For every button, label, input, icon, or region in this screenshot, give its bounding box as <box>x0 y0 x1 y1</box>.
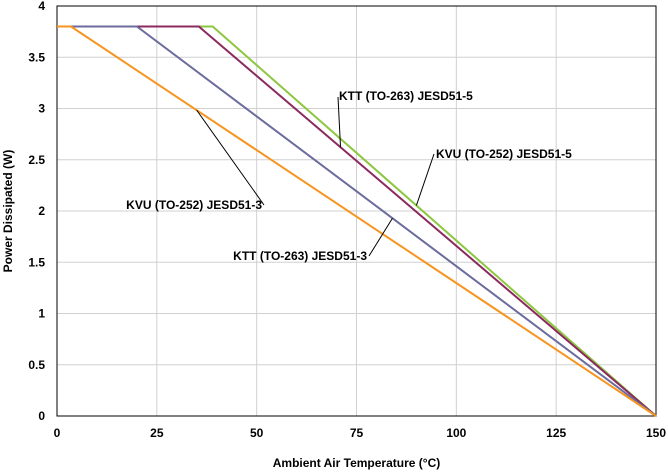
y-tick-label: 2.5 <box>28 153 45 167</box>
y-tick-label: 3 <box>38 102 45 116</box>
x-axis-title: Ambient Air Temperature (°C) <box>273 456 440 470</box>
x-tick-label: 50 <box>250 426 264 440</box>
series-line-ktt-to-263-jesd51-3 <box>57 25 657 417</box>
leader-kvu-jesd51-3 <box>196 109 265 206</box>
annotation-ktt-jesd51-3: KTT (TO-263) JESD51-3 <box>233 249 367 263</box>
x-tick-label: 0 <box>54 426 61 440</box>
x-tick-label: 75 <box>350 426 364 440</box>
y-tick-label: 1 <box>38 307 45 321</box>
y-axis-ticks: 0 0.5 1 1.5 2 2.5 3 3.5 4 <box>28 0 45 423</box>
y-tick-label: 3.5 <box>28 50 45 64</box>
x-tick-label: 125 <box>546 426 566 440</box>
annotation-ktt-jesd51-5: KTT (TO-263) JESD51-5 <box>339 89 473 103</box>
leader-kvu-jesd51-5 <box>415 153 435 206</box>
y-tick-label: 2 <box>38 204 45 218</box>
annotation-kvu-jesd51-3: KVU (TO-252) JESD51-3 <box>126 198 262 212</box>
y-axis-title: Power Dissipated (W) <box>1 150 15 273</box>
annotations: KTT (TO-263) JESD51-5 KVU (TO-252) JESD5… <box>126 89 572 263</box>
leader-ktt-jesd51-5 <box>337 96 342 148</box>
y-tick-label: 0 <box>38 409 45 423</box>
y-tick-label: 1.5 <box>28 255 45 269</box>
y-tick-label: 4 <box>38 0 45 13</box>
x-tick-label: 100 <box>446 426 466 440</box>
leader-ktt-jesd51-3 <box>368 217 393 257</box>
series-layer <box>57 25 657 417</box>
y-tick-label: 0.5 <box>28 358 45 372</box>
annotation-kvu-jesd51-5: KVU (TO-252) JESD51-5 <box>436 147 572 161</box>
series-line-kvu-to-252-jesd51-3 <box>57 25 657 417</box>
x-axis-ticks: 0 25 50 75 100 125 150 <box>54 426 667 440</box>
x-tick-label: 25 <box>150 426 164 440</box>
x-tick-label: 150 <box>646 426 666 440</box>
plot-frame <box>56 5 657 417</box>
